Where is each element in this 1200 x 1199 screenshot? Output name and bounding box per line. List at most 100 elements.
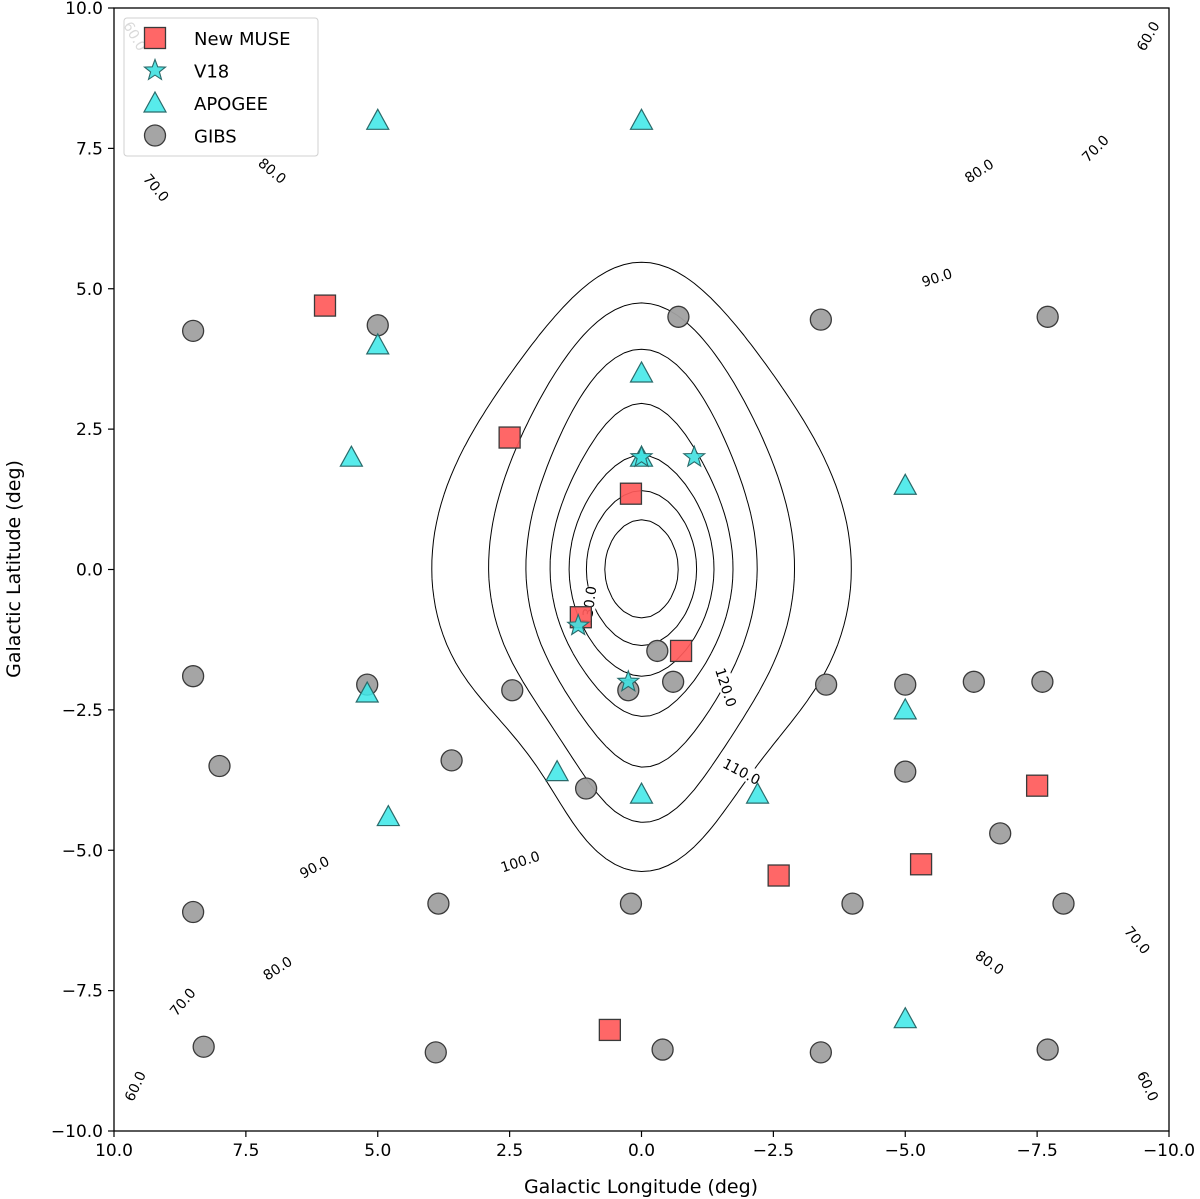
legend: New MUSE V18 APOGEE GIBS	[123, 17, 319, 157]
contour-line-80.0	[525, 348, 758, 768]
circle-marker	[809, 308, 832, 331]
triangle-marker	[545, 759, 570, 782]
y-tick-label: −2.5	[62, 701, 103, 721]
x-tick-label: 0.0	[628, 1141, 655, 1161]
legend-square-icon	[143, 26, 167, 50]
triangle-marker	[629, 360, 654, 383]
legend-box	[123, 17, 319, 157]
x-tick-label: 5.0	[364, 1141, 391, 1161]
triangle-marker	[629, 781, 654, 804]
x-axis-label: Galactic Longitude (deg)	[524, 1176, 758, 1198]
series-gibs	[181, 305, 1075, 1064]
square-marker	[313, 294, 337, 317]
series-v18	[566, 444, 707, 692]
y-tick-label: 0.0	[76, 561, 103, 581]
circle-marker	[667, 305, 690, 328]
contour-line-90.0	[549, 402, 734, 717]
legend-label: APOGEE	[194, 94, 268, 115]
circle-marker	[424, 1041, 447, 1064]
circle-marker	[651, 1038, 674, 1061]
circle-marker	[814, 673, 838, 696]
x-tick-label: 10.0	[95, 1141, 133, 1161]
y-tick-label: 2.5	[76, 420, 103, 440]
series-apogee	[339, 108, 918, 1029]
y-tick-label: 10.0	[65, 0, 103, 19]
square-marker	[669, 639, 693, 663]
y-axis-ticks: 10.0 7.5 5.0 2.5 0.0 −2.5 −5.0 −7.5 −10.0	[51, 0, 114, 1142]
circle-marker	[1031, 670, 1054, 693]
y-tick-label: 5.0	[76, 280, 103, 300]
circle-marker	[809, 1041, 832, 1064]
legend-star-icon	[142, 57, 168, 81]
circle-marker	[619, 892, 643, 915]
legend-item-new-muse: New MUSE	[143, 26, 291, 50]
triangle-marker	[365, 108, 390, 130]
y-tick-label: −5.0	[62, 841, 103, 861]
triangle-marker	[893, 473, 918, 495]
star-marker	[616, 669, 641, 692]
circle-marker	[662, 670, 685, 693]
data-markers	[181, 108, 1075, 1064]
circle-marker	[894, 673, 917, 696]
star-marker	[629, 444, 654, 468]
legend-label: GIBS	[194, 127, 237, 148]
circle-marker	[440, 749, 463, 772]
triangle-marker	[893, 1006, 918, 1029]
circle-marker	[181, 319, 205, 343]
triangle-marker	[339, 444, 364, 467]
triangle-marker	[745, 781, 770, 804]
x-axis-ticks: 10.0 7.5 5.0 2.5 0.0 −2.5 −5.0 −7.5 −10.0	[95, 1131, 1195, 1161]
contour-line-120.0	[604, 519, 679, 619]
plot-background	[114, 8, 1169, 1131]
square-marker	[619, 482, 643, 505]
contour-line-60.0	[431, 261, 852, 872]
circle-marker	[181, 900, 205, 924]
legend-label: V18	[194, 62, 229, 83]
y-axis-label: Galactic Latitude (deg)	[3, 460, 25, 678]
triangle-marker	[355, 680, 380, 703]
square-marker	[598, 1018, 621, 1042]
circle-marker	[1052, 892, 1075, 915]
legend-triangle-icon	[142, 90, 168, 113]
y-tick-label: 7.5	[76, 139, 103, 159]
circle-marker	[192, 1035, 215, 1058]
x-tick-label: −7.5	[1016, 1141, 1057, 1161]
legend-item-gibs: GIBS	[143, 124, 237, 148]
legend-label: New MUSE	[194, 29, 291, 50]
triangle-marker	[629, 108, 654, 130]
y-tick-label: −10.0	[51, 1122, 103, 1142]
square-marker	[767, 864, 790, 887]
circle-marker	[962, 670, 985, 693]
x-tick-label: −5.0	[885, 1141, 926, 1161]
circle-marker	[841, 892, 864, 915]
legend-circle-icon	[143, 124, 167, 147]
contour-lines	[431, 261, 852, 872]
x-tick-label: −10.0	[1143, 1141, 1195, 1161]
circle-marker	[1036, 305, 1059, 328]
y-tick-label: −7.5	[62, 982, 103, 1002]
triangle-marker	[365, 332, 390, 355]
circle-marker	[181, 665, 205, 688]
square-marker	[498, 426, 521, 449]
x-tick-label: 2.5	[496, 1141, 523, 1161]
legend-item-apogee: APOGEE	[142, 90, 268, 115]
triangle-marker	[893, 697, 918, 720]
circle-marker	[989, 822, 1012, 845]
square-marker	[1025, 774, 1049, 797]
circle-marker	[427, 892, 450, 915]
x-tick-label: −2.5	[753, 1141, 794, 1161]
legend-item-v18: V18	[142, 57, 229, 83]
star-marker	[682, 444, 707, 468]
circle-marker	[574, 777, 598, 800]
circle-marker	[646, 639, 669, 663]
star-marker	[566, 613, 591, 636]
x-tick-label: 7.5	[232, 1141, 259, 1161]
contour-line-70.0	[488, 302, 795, 823]
circle-marker	[894, 760, 917, 783]
circle-marker	[501, 679, 524, 702]
circle-marker	[366, 314, 389, 337]
square-marker	[909, 853, 933, 876]
triangle-marker	[376, 804, 401, 827]
circle-marker	[208, 754, 231, 778]
